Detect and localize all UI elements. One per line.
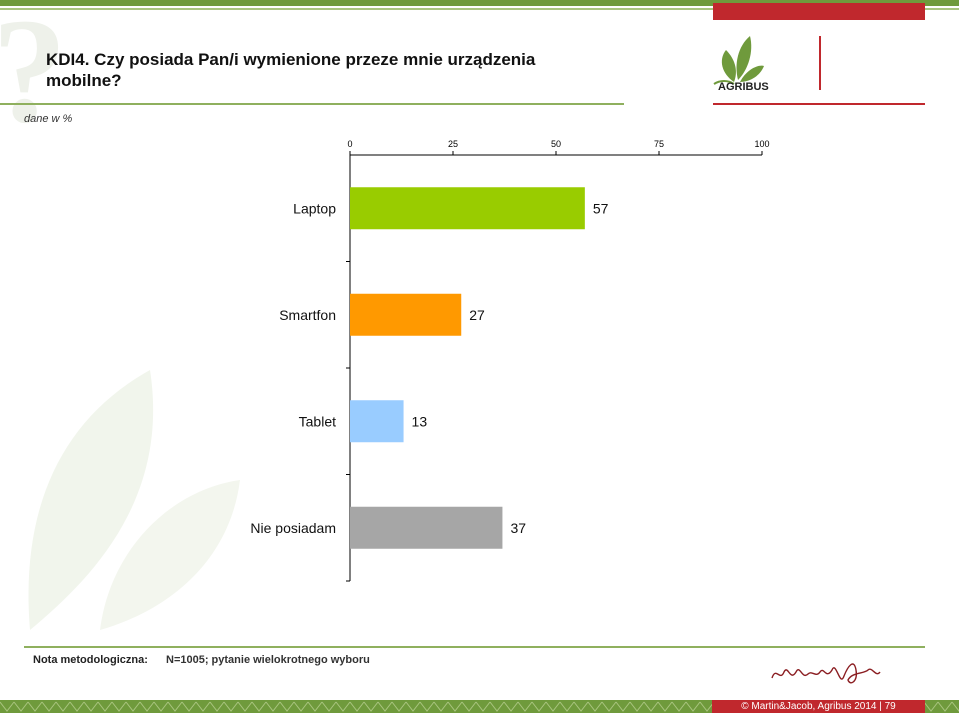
data-label: 57 [593, 200, 609, 216]
agribus-logo-icon: AGRIBUS [713, 36, 769, 93]
logo-text: AGRIBUS [718, 81, 769, 93]
category-label: Smartfon [279, 307, 336, 323]
note-label: Nota metodologiczna: [33, 654, 148, 666]
bar-tablet [350, 400, 404, 443]
x-tick-label: 75 [654, 139, 664, 149]
x-tick-label: 0 [347, 139, 352, 149]
bar-chart: 0 25 50 75 100 Laptop 57 Smartfon 27 Tablet 13 Nie … [250, 139, 770, 582]
data-label: 27 [469, 307, 485, 323]
copyright-text: © Martin&Jacob, Agribus 2014 | 79 [712, 700, 925, 713]
category-label: Laptop [293, 200, 336, 216]
category-label: Tablet [299, 413, 336, 429]
bar-laptop [350, 187, 585, 230]
header-red-block [713, 3, 925, 20]
slide-title: KDI4. Czy posiada Pan/i wymienione przez… [46, 50, 536, 90]
top-stripe-thin [0, 8, 959, 10]
bar-smartfon [350, 293, 462, 336]
note-text: N=1005; pytanie wielokrotnego wyboru [166, 654, 370, 666]
title-divider [0, 103, 624, 105]
logo-divider [713, 103, 925, 105]
category-label: Nie posiadam [250, 520, 336, 536]
question-mark-icon: ? [0, 0, 67, 146]
x-tick-label: 25 [448, 139, 458, 149]
chart-subtitle: dane w % [24, 113, 73, 125]
top-stripe [0, 0, 959, 6]
x-tick-label: 100 [754, 139, 769, 149]
note-divider [24, 646, 925, 648]
signature-logo-icon [771, 663, 881, 684]
background-leaf-icon [28, 370, 240, 630]
data-label: 37 [510, 520, 526, 536]
logo-divider-vertical [819, 36, 821, 90]
bar-nie-posiadam [350, 506, 503, 549]
data-label: 13 [412, 413, 428, 429]
x-tick-label: 50 [551, 139, 561, 149]
